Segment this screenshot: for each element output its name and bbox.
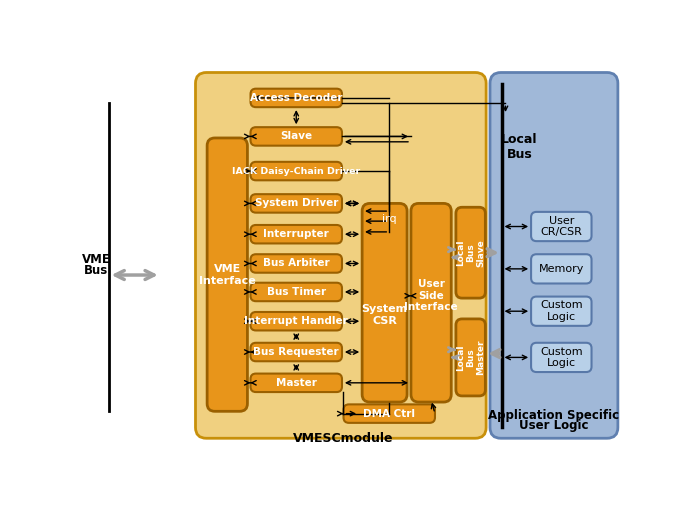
Text: System
CSR: System CSR <box>361 304 408 326</box>
FancyBboxPatch shape <box>251 194 342 213</box>
FancyBboxPatch shape <box>251 162 342 180</box>
Text: Slave: Slave <box>280 132 313 141</box>
Text: Bus Requester: Bus Requester <box>253 347 339 357</box>
FancyBboxPatch shape <box>251 373 342 392</box>
Text: Interrupt Handler: Interrupt Handler <box>244 316 348 326</box>
Text: Interrupter: Interrupter <box>263 229 329 239</box>
Text: VMESCmodule: VMESCmodule <box>292 432 393 445</box>
FancyBboxPatch shape <box>531 254 592 283</box>
Text: Local
Bus: Local Bus <box>501 133 538 161</box>
FancyBboxPatch shape <box>456 319 485 396</box>
FancyBboxPatch shape <box>456 207 485 298</box>
Text: Access Decoder: Access Decoder <box>250 93 342 103</box>
FancyBboxPatch shape <box>411 203 451 402</box>
FancyBboxPatch shape <box>531 343 592 372</box>
FancyBboxPatch shape <box>251 225 342 243</box>
FancyBboxPatch shape <box>251 312 342 331</box>
Text: User
CR/CSR: User CR/CSR <box>540 216 583 237</box>
FancyBboxPatch shape <box>362 203 407 402</box>
FancyBboxPatch shape <box>251 127 342 146</box>
FancyBboxPatch shape <box>531 212 592 241</box>
FancyBboxPatch shape <box>344 404 435 423</box>
FancyBboxPatch shape <box>251 343 342 361</box>
Text: Bus: Bus <box>84 264 109 277</box>
Text: VME
Interface: VME Interface <box>199 264 255 286</box>
FancyBboxPatch shape <box>531 297 592 326</box>
Text: irq: irq <box>382 214 397 224</box>
Text: Application Specific: Application Specific <box>488 408 619 422</box>
Text: System Driver: System Driver <box>255 199 338 208</box>
Text: User
Side
Interface: User Side Interface <box>404 279 458 312</box>
Text: Bus Arbiter: Bus Arbiter <box>263 259 330 268</box>
FancyBboxPatch shape <box>251 254 342 273</box>
Text: Memory: Memory <box>539 264 584 274</box>
Text: Custom
Logic: Custom Logic <box>540 300 583 322</box>
FancyBboxPatch shape <box>196 73 486 438</box>
Text: Master: Master <box>276 378 317 388</box>
Text: Bus Timer: Bus Timer <box>267 287 326 297</box>
Text: Local
Bus
Slave: Local Bus Slave <box>456 239 486 267</box>
FancyBboxPatch shape <box>207 138 247 411</box>
Text: DMA Ctrl: DMA Ctrl <box>363 408 416 419</box>
Text: VME: VME <box>82 253 111 266</box>
FancyBboxPatch shape <box>251 283 342 301</box>
FancyBboxPatch shape <box>490 73 618 438</box>
Text: IACK Daisy-Chain Driver: IACK Daisy-Chain Driver <box>232 167 361 176</box>
Text: Local
Bus
Master: Local Bus Master <box>456 340 486 375</box>
Text: Custom
Logic: Custom Logic <box>540 346 583 368</box>
FancyBboxPatch shape <box>251 89 342 107</box>
Text: User Logic: User Logic <box>519 419 588 432</box>
